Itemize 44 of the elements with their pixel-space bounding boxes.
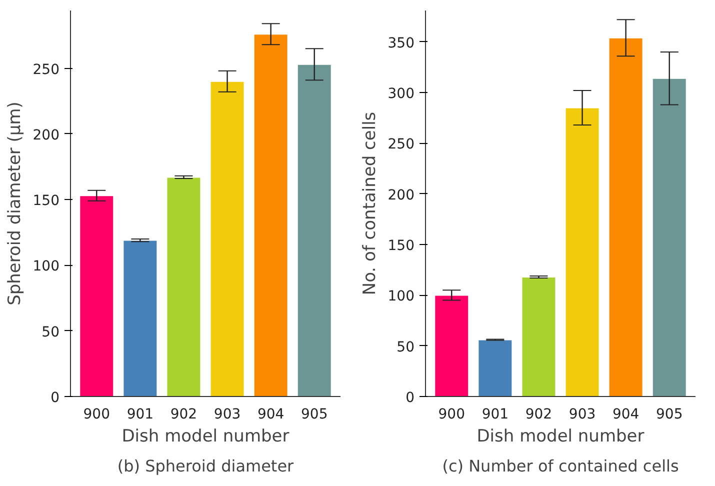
bar — [478, 339, 513, 396]
y-tick-label: 0 — [50, 390, 60, 406]
x-tick-label: 903 — [214, 406, 241, 422]
y-tick-label: 50 — [42, 324, 60, 340]
y-tick-label: 50 — [396, 339, 415, 356]
y-tick-label: 100 — [32, 258, 60, 275]
bar — [79, 195, 114, 396]
bar — [210, 80, 245, 396]
x-axis-title: Dish model number — [122, 426, 290, 446]
x-tick-label: 900 — [83, 406, 110, 422]
x-axis-title: Dish model number — [476, 426, 644, 446]
x-tick-label: 901 — [482, 406, 509, 422]
bar — [296, 64, 332, 396]
x-tick-label: 904 — [257, 406, 284, 422]
x-tick-label: 900 — [438, 406, 466, 422]
x-tick-label: 902 — [525, 406, 552, 422]
text: (b) Spheroid diameter — [117, 456, 294, 476]
x-tick-label: 903 — [568, 406, 596, 422]
bar — [253, 34, 288, 396]
x-tick-label: 905 — [656, 406, 683, 422]
y-tick-label: 0 — [406, 390, 415, 406]
x-tick-label: 901 — [126, 406, 154, 422]
y-tick-label: 100 — [388, 288, 415, 305]
bar — [652, 78, 687, 396]
y-tick-label: 200 — [388, 187, 415, 204]
y-tick-label: 150 — [32, 193, 60, 210]
x-tick-label: 905 — [301, 406, 328, 422]
bar — [608, 37, 644, 396]
text: (c) Number of contained cells — [442, 456, 679, 476]
y-tick-label: 200 — [32, 127, 60, 144]
x-tick-label: 904 — [612, 406, 640, 422]
bar — [166, 176, 202, 396]
bar — [564, 107, 600, 396]
bar — [521, 276, 556, 396]
y-tick-label: 350 — [388, 35, 415, 52]
bar — [434, 294, 470, 396]
y-tick-label: 150 — [388, 238, 415, 254]
y-axis-title: No. of contained cells — [360, 112, 380, 296]
y-tick-label: 250 — [388, 136, 415, 153]
y-tick-label: 250 — [32, 62, 60, 78]
y-tick-label: 300 — [388, 86, 415, 102]
y-axis-title: Spheroid diameter (μm) — [4, 102, 25, 306]
bar — [122, 240, 158, 396]
x-tick-label: 902 — [170, 406, 198, 422]
